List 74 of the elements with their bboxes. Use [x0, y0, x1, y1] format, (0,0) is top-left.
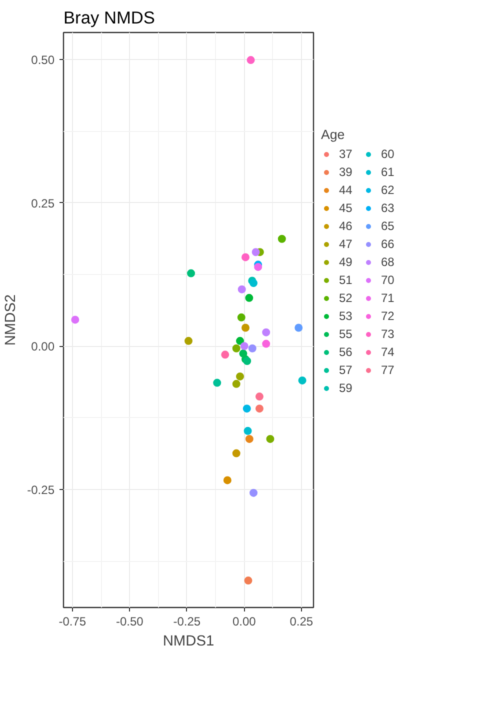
point: [250, 279, 258, 288]
legend-label: 37: [339, 147, 354, 161]
point: [245, 434, 254, 443]
legend-label: 77: [381, 363, 396, 377]
point: [252, 248, 260, 256]
point: [221, 350, 230, 359]
point: [244, 576, 252, 585]
y-tick-label: 0.50: [31, 52, 55, 67]
legend-label: 56: [339, 345, 354, 359]
point: [266, 434, 274, 443]
legend-label: 57: [339, 363, 354, 377]
legend-label: 55: [339, 327, 354, 341]
legend-label: 47: [339, 237, 354, 251]
x-tick-label: -0.75: [58, 614, 86, 628]
point: [244, 426, 252, 435]
point: [232, 380, 240, 388]
y-axis-title: NMDS2: [3, 294, 20, 346]
point: [238, 285, 246, 294]
point: [242, 253, 250, 262]
legend-label: 59: [339, 381, 354, 395]
point: [250, 488, 258, 497]
point: [71, 316, 80, 324]
point: [246, 56, 255, 64]
legend-label: 62: [381, 183, 396, 197]
x-tick-label: 0.00: [232, 614, 256, 628]
point: [184, 336, 192, 345]
y-tick-label: 0.25: [31, 196, 55, 210]
legend-label: 45: [339, 201, 354, 215]
point: [242, 404, 251, 413]
point: [294, 324, 303, 332]
legend-label: 68: [381, 255, 396, 269]
x-tick-label: -0.50: [116, 614, 144, 628]
point: [237, 313, 246, 322]
chart-title: Bray NMDS: [64, 8, 155, 28]
legend-label: 44: [339, 183, 354, 197]
legend-label: 53: [339, 309, 354, 323]
legend-label: 51: [339, 273, 354, 287]
point: [262, 340, 270, 348]
x-tick-label: -0.25: [173, 614, 201, 628]
point: [232, 344, 240, 352]
point: [255, 404, 264, 413]
point: [223, 476, 232, 484]
point: [187, 269, 196, 278]
legend-label: 74: [381, 345, 396, 359]
legend-label: 71: [381, 291, 396, 305]
legend-label: 49: [339, 255, 354, 269]
point: [278, 234, 286, 243]
y-tick-label: 0.00: [31, 340, 55, 354]
point: [236, 336, 244, 345]
legend-label: 63: [381, 201, 396, 215]
point: [242, 324, 250, 332]
point: [262, 328, 270, 336]
legend-label: 70: [381, 273, 396, 287]
point: [240, 342, 248, 350]
legend-label: 73: [381, 327, 396, 341]
point: [245, 294, 254, 302]
legend-label: 60: [381, 147, 396, 161]
y-tick-label: -0.25: [27, 482, 55, 497]
point: [232, 449, 240, 458]
point: [248, 344, 256, 352]
point: [236, 372, 244, 380]
point: [213, 378, 222, 387]
x-tick-label: 0.25: [290, 614, 314, 628]
legend-label: 39: [339, 165, 354, 179]
point: [255, 392, 264, 401]
point: [298, 376, 306, 384]
legend-label: 61: [381, 165, 396, 179]
legend-label: 66: [381, 237, 396, 251]
legend-label: 52: [339, 291, 354, 305]
x-axis-title: NMDS1: [162, 634, 214, 650]
legend-label: 65: [381, 219, 396, 233]
legend-label: 72: [381, 309, 396, 323]
legend-title: Age: [321, 127, 346, 142]
legend-label: 46: [339, 219, 354, 233]
